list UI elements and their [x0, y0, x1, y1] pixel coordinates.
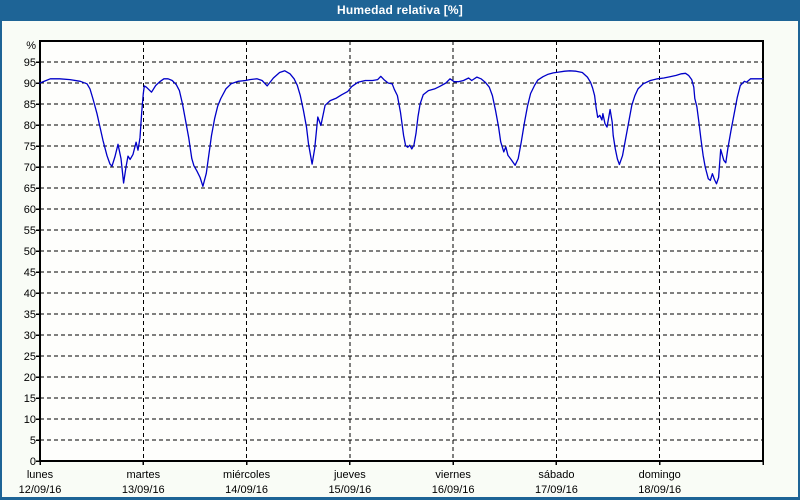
x-day-date: 14/09/16: [225, 484, 268, 496]
y-tick-label: 90: [24, 78, 36, 90]
plot-border: [39, 40, 764, 462]
y-axis-unit-label: %: [26, 40, 36, 52]
y-tick-label: 40: [24, 288, 36, 300]
y-tick-label: 10: [24, 414, 36, 426]
y-tick-label: 55: [24, 225, 36, 237]
y-tick-label: 85: [24, 99, 36, 111]
x-day-date: 18/09/16: [638, 484, 681, 496]
y-tick-label: 45: [24, 267, 36, 279]
y-tick-label: 0: [30, 456, 36, 468]
y-tick-label: 5: [30, 435, 36, 447]
x-day-date: 15/09/16: [328, 484, 371, 496]
y-tick-label: 25: [24, 351, 36, 363]
x-day-name: martes: [126, 469, 160, 481]
y-tick-label: 35: [24, 309, 36, 321]
y-tick-label: 50: [24, 246, 36, 258]
x-day-name: jueves: [333, 469, 366, 481]
chart-title: Humedad relativa [%]: [336, 3, 464, 17]
x-day-date: 16/09/16: [432, 484, 475, 496]
x-day-name: sábado: [538, 469, 574, 481]
humidity-line: [39, 70, 764, 187]
x-day-date: 17/09/16: [535, 484, 578, 496]
y-tick-label: 75: [24, 141, 36, 153]
y-tick-label: 60: [24, 204, 36, 216]
x-day-date: 13/09/16: [122, 484, 165, 496]
x-day-name: domingo: [639, 469, 681, 481]
x-day-name: miércoles: [223, 469, 271, 481]
y-tick-label: 20: [24, 372, 36, 384]
y-tick-label: 65: [24, 183, 36, 195]
window-title-bar: Humedad relativa [%]: [0, 0, 800, 21]
y-tick-label: 15: [24, 393, 36, 405]
x-day-name: lunes: [27, 469, 54, 481]
x-day-name: viernes: [435, 469, 471, 481]
y-tick-label: 95: [24, 57, 36, 69]
y-tick-label: 30: [24, 330, 36, 342]
y-tick-label: 80: [24, 120, 36, 132]
x-day-date: 12/09/16: [19, 484, 62, 496]
y-tick-label: 70: [24, 162, 36, 174]
